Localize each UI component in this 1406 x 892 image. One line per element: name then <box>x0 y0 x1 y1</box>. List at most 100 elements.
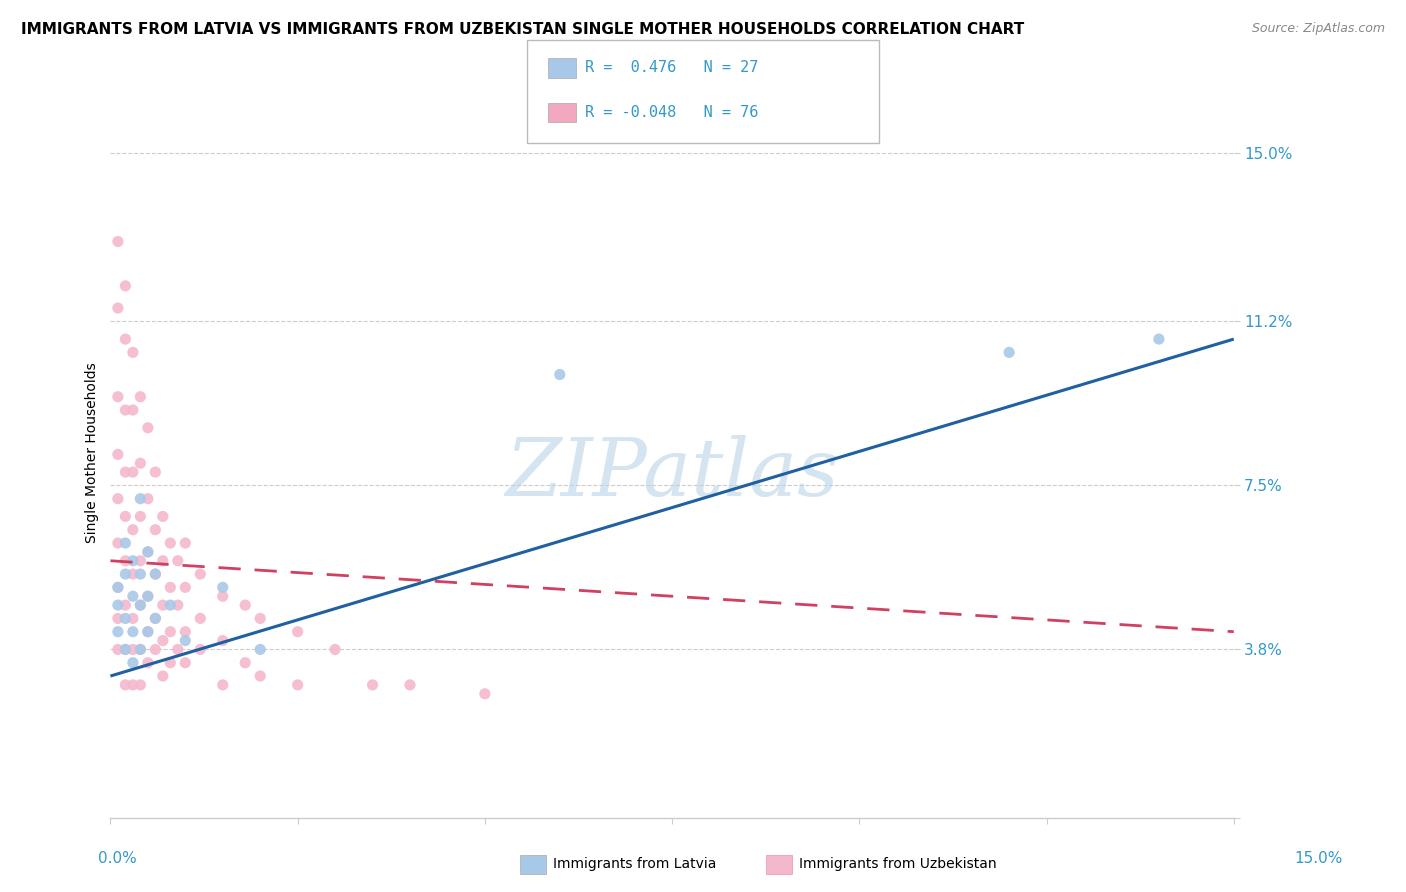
Point <box>122 678 145 692</box>
Text: Immigrants from Latvia: Immigrants from Latvia <box>553 857 716 871</box>
Point <box>122 567 145 582</box>
Point <box>122 554 145 568</box>
Point <box>129 456 152 470</box>
Point <box>1147 332 1170 346</box>
Point <box>249 669 271 683</box>
Point <box>129 390 152 404</box>
Point <box>107 536 129 550</box>
Text: R = -0.048   N = 76: R = -0.048 N = 76 <box>585 105 758 120</box>
Point <box>159 656 181 670</box>
Point <box>129 509 152 524</box>
Point <box>174 633 197 648</box>
Text: 15.0%: 15.0% <box>1295 852 1343 866</box>
Point <box>114 598 136 612</box>
Point <box>143 611 166 625</box>
Point <box>114 678 136 692</box>
Point <box>136 624 159 639</box>
Point <box>107 491 129 506</box>
Point <box>399 678 422 692</box>
Point <box>129 554 152 568</box>
Point <box>122 624 145 639</box>
Point <box>114 465 136 479</box>
Point <box>122 465 145 479</box>
Point <box>361 678 384 692</box>
Point <box>136 545 159 559</box>
Point <box>159 624 181 639</box>
Point <box>323 642 346 657</box>
Text: IMMIGRANTS FROM LATVIA VS IMMIGRANTS FROM UZBEKISTAN SINGLE MOTHER HOUSEHOLDS CO: IMMIGRANTS FROM LATVIA VS IMMIGRANTS FRO… <box>21 22 1025 37</box>
Point <box>211 633 233 648</box>
Point <box>114 554 136 568</box>
Point <box>114 332 136 346</box>
Point <box>136 545 159 559</box>
Point <box>129 678 152 692</box>
Point <box>129 491 152 506</box>
Point <box>107 624 129 639</box>
Point <box>136 589 159 603</box>
Point <box>174 580 197 594</box>
Point <box>143 567 166 582</box>
Point <box>159 580 181 594</box>
Point <box>129 598 152 612</box>
Point <box>136 656 159 670</box>
Point <box>159 598 181 612</box>
Text: 0.0%: 0.0% <box>98 852 138 866</box>
Point <box>114 611 136 625</box>
Point <box>152 554 174 568</box>
Point <box>143 611 166 625</box>
Point <box>107 580 129 594</box>
Point <box>136 421 159 435</box>
Point <box>107 390 129 404</box>
Point <box>122 403 145 417</box>
Point <box>474 687 496 701</box>
Point <box>114 642 136 657</box>
Point <box>129 642 152 657</box>
Text: Immigrants from Uzbekistan: Immigrants from Uzbekistan <box>799 857 997 871</box>
Point <box>152 669 174 683</box>
Point <box>211 589 233 603</box>
Point <box>174 536 197 550</box>
Point <box>152 633 174 648</box>
Text: ZIPatlas: ZIPatlas <box>505 435 839 513</box>
Point <box>143 465 166 479</box>
Point <box>152 598 174 612</box>
Point <box>114 536 136 550</box>
Point <box>107 642 129 657</box>
Point <box>122 642 145 657</box>
Point <box>107 447 129 461</box>
Y-axis label: Single Mother Households: Single Mother Households <box>86 362 100 542</box>
Point <box>107 580 129 594</box>
Point <box>211 580 233 594</box>
Point <box>122 611 145 625</box>
Text: Source: ZipAtlas.com: Source: ZipAtlas.com <box>1251 22 1385 36</box>
Point <box>114 567 136 582</box>
Point <box>114 278 136 293</box>
Point <box>122 345 145 359</box>
Point <box>998 345 1021 359</box>
Point <box>152 509 174 524</box>
Point <box>143 567 166 582</box>
Point <box>129 598 152 612</box>
Point <box>122 523 145 537</box>
Point <box>166 598 188 612</box>
Point <box>107 235 129 249</box>
Point <box>249 611 271 625</box>
Point <box>188 611 211 625</box>
Point <box>159 536 181 550</box>
Point <box>129 642 152 657</box>
Text: R =  0.476   N = 27: R = 0.476 N = 27 <box>585 61 758 75</box>
Point <box>107 301 129 315</box>
Point <box>107 598 129 612</box>
Point <box>136 589 159 603</box>
Point <box>548 368 571 382</box>
Point <box>136 624 159 639</box>
Point <box>129 567 152 582</box>
Point <box>166 642 188 657</box>
Point <box>233 656 256 670</box>
Point <box>174 656 197 670</box>
Point <box>233 598 256 612</box>
Point <box>287 678 309 692</box>
Point <box>107 611 129 625</box>
Point <box>188 567 211 582</box>
Point <box>174 624 197 639</box>
